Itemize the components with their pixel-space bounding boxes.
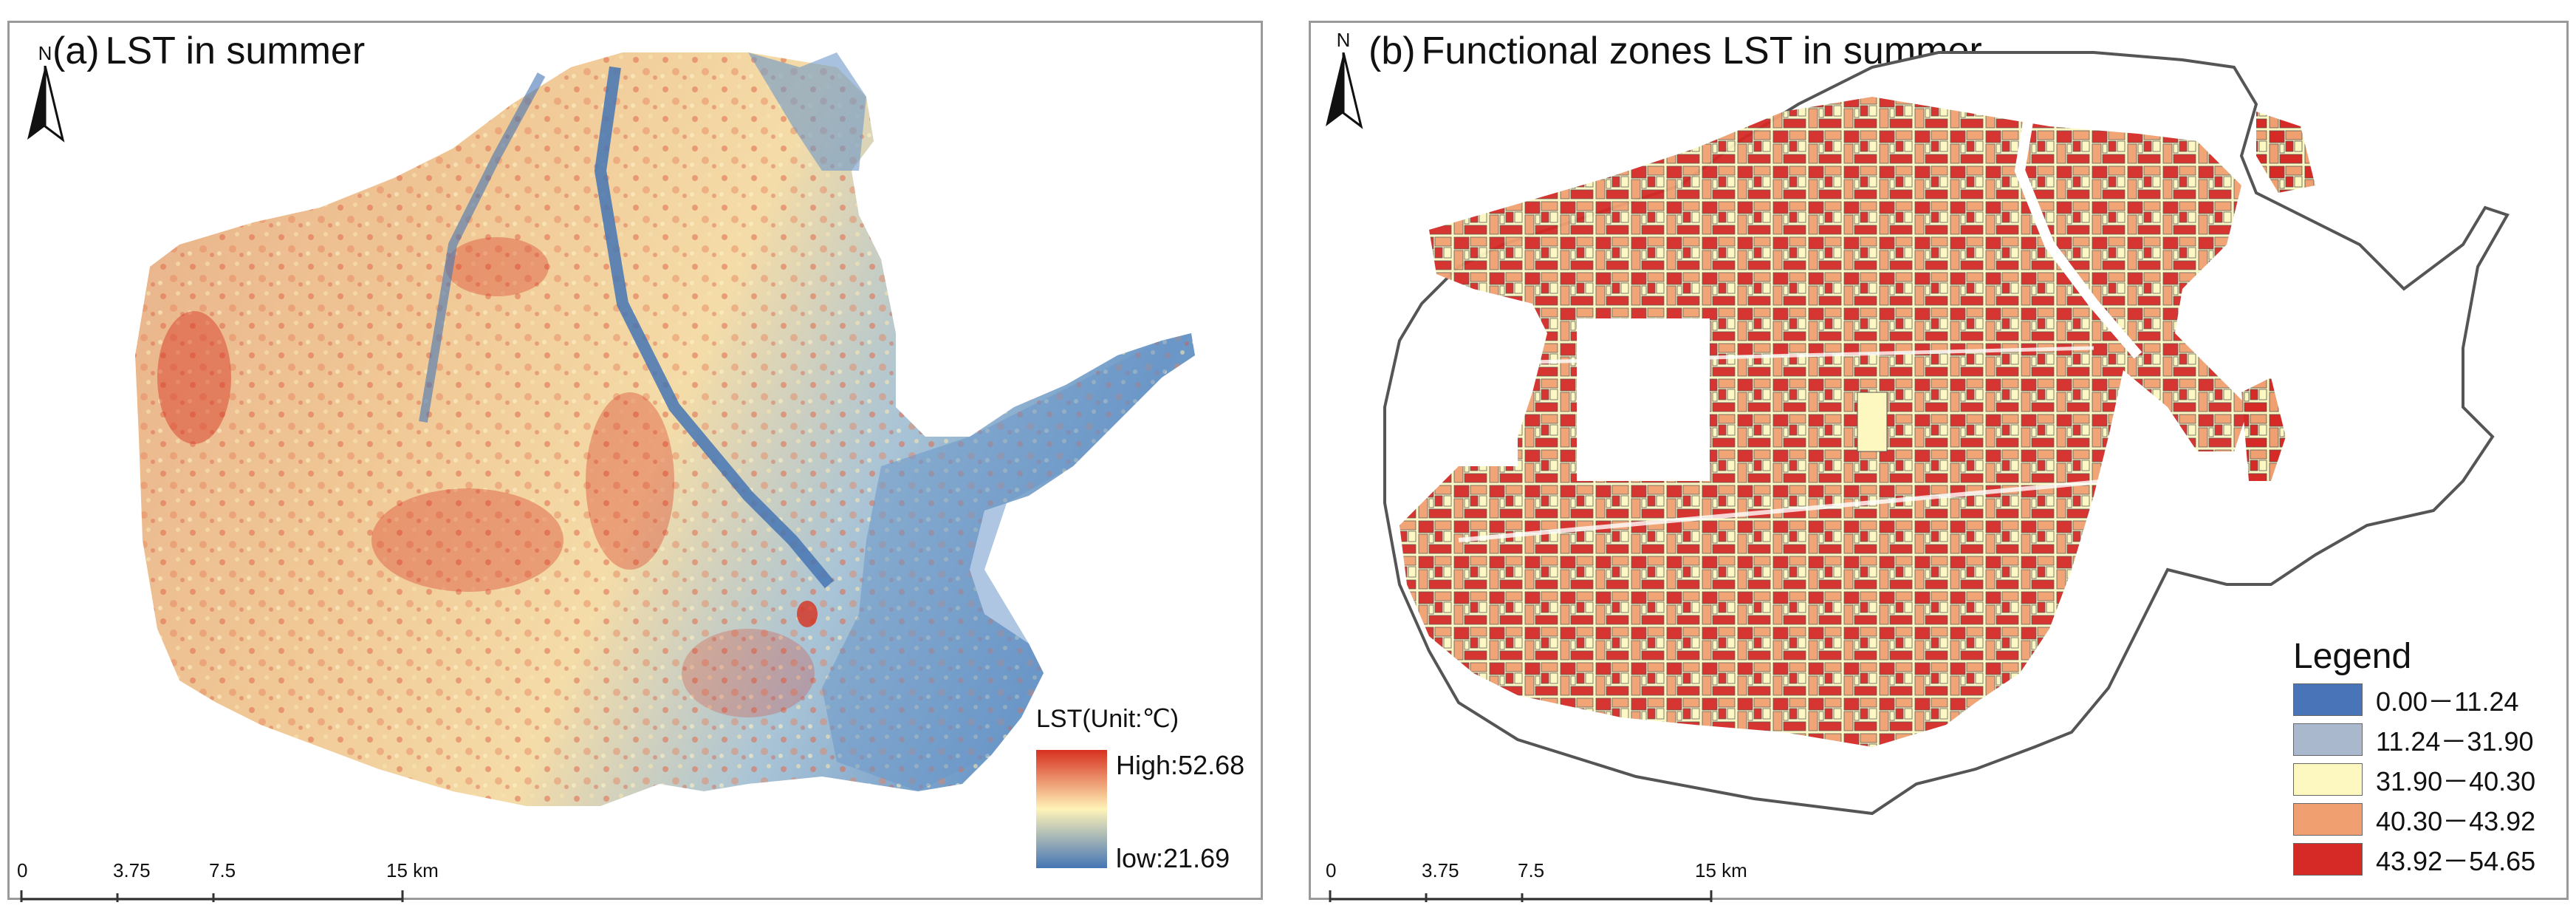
scale-tick-1: 3.75 <box>1422 859 1459 881</box>
river-channel-a <box>594 66 835 589</box>
legend-a: LST(Unit:℃) High:52.68 low:21.69 <box>1036 704 1258 896</box>
north-arrow-b: N <box>1321 29 1366 140</box>
legend-label: 11.24－31.90 <box>2376 726 2534 757</box>
scale-tick-3: 15 km <box>386 859 439 881</box>
legend-row: 40.30－43.92 <box>2293 802 2559 836</box>
scale-tick-1: 3.75 <box>113 859 151 881</box>
legend-a-title: LST(Unit:℃) <box>1036 705 1179 733</box>
lst-gradient-ramp <box>1036 750 1107 868</box>
legend-high: High:52.68 <box>1116 750 1245 780</box>
legend-label: 40.30－43.92 <box>2376 806 2536 836</box>
north-label-a: N <box>38 42 52 64</box>
panel-a-title: (a) LST in summer <box>52 29 365 73</box>
north-arrow-icon <box>27 66 65 143</box>
north-arrow-icon <box>1326 52 1363 129</box>
panel-a-tag: (a) <box>52 30 100 72</box>
legend-row: 31.90－40.30 <box>2293 762 2559 796</box>
north-label-b: N <box>1336 29 1351 51</box>
legend-label: 31.90－40.30 <box>2376 766 2536 796</box>
legend-b-title: Legend <box>2293 637 2412 676</box>
scale-tick-0: 0 <box>1326 859 1337 881</box>
legend-swatch <box>2293 843 2363 876</box>
legend-label: 0.00－11.24 <box>2376 686 2519 717</box>
scale-bar-line <box>20 890 404 902</box>
river-channel-b <box>419 72 546 423</box>
legend-swatch <box>2293 803 2363 836</box>
scale-tick-3: 15 km <box>1695 859 1747 881</box>
legend-swatch <box>2293 683 2363 716</box>
panel-a-lst-map: (a) LST in summer N <box>7 21 1263 902</box>
legend-low: low:21.69 <box>1116 843 1230 873</box>
legend-row: 43.92－54.65 <box>2293 842 2559 876</box>
panel-b-functional-zones-map: (b) Functional zones LST in summer N <box>1309 21 2569 902</box>
functional-zones-map <box>1383 51 2510 816</box>
scale-bar-line <box>1329 890 1713 902</box>
panel-b-tag: (b) <box>1368 30 1416 72</box>
legend-label: 43.92－54.65 <box>2376 846 2536 876</box>
legend-b: Legend 0.00－11.24 11.24－31.90 31.90－40.3… <box>2293 636 2559 882</box>
legend-row: 0.00－11.24 <box>2293 683 2559 717</box>
built-up-zones <box>1400 97 2249 747</box>
legend-swatch <box>2293 763 2363 796</box>
north-arrow-a: N <box>23 42 67 153</box>
scale-tick-0: 0 <box>17 859 28 881</box>
legend-row: 11.24－31.90 <box>2293 723 2559 757</box>
scale-tick-2: 7.5 <box>1518 859 1545 881</box>
panel-a-title-text: LST in summer <box>105 30 366 72</box>
legend-swatch <box>2293 723 2363 756</box>
lst-raster-map <box>135 52 1195 806</box>
scale-tick-2: 7.5 <box>209 859 236 881</box>
